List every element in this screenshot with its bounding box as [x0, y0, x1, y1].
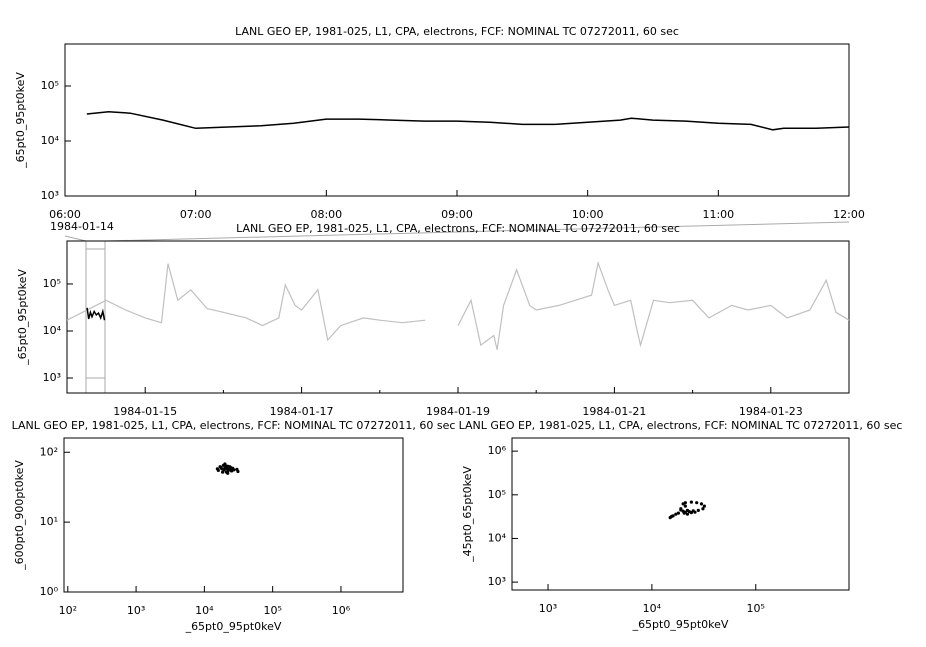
x-tick-label: 1984-01-17: [270, 405, 334, 418]
x-tick-label: 07:00: [180, 208, 212, 221]
y-tick-label: 10³: [488, 575, 506, 588]
x-tick-label: 1984-01-19: [426, 405, 490, 418]
scatter-point: [679, 507, 683, 511]
x-tick-label: 08:00: [310, 208, 342, 221]
x-tick-label: 1984-01-15: [113, 405, 177, 418]
y-tick-label: 10⁴: [488, 531, 507, 544]
x-tick-label: 10:00: [572, 208, 604, 221]
scatter-point: [701, 507, 705, 511]
x-tick-label: 11:00: [702, 208, 734, 221]
scatter-point: [226, 468, 231, 473]
x-tick-label: 10³: [539, 602, 557, 615]
x-tick-label: 10⁴: [643, 602, 662, 615]
scatter-point: [696, 508, 700, 512]
y-tick-label: 10⁵: [488, 488, 506, 501]
y-tick-label: 10⁶: [488, 444, 507, 457]
y-tick-label: 10³: [43, 371, 61, 384]
scatter-point: [702, 504, 706, 508]
y-axis-label: _600pt0_900pt0keV: [13, 460, 26, 571]
zoom-connector: [64, 235, 87, 242]
x-tick-label: 10²: [59, 604, 77, 617]
scatter-point: [682, 511, 686, 515]
scatter-point: [683, 504, 687, 508]
chart-title: LANL GEO EP, 1981-025, L1, CPA, electron…: [459, 419, 903, 432]
scatter-point: [695, 501, 699, 505]
y-tick-label: 10⁴: [41, 134, 60, 147]
data-line: [66, 260, 850, 350]
x-tick-label: 09:00: [441, 208, 473, 221]
scatter-point: [674, 512, 678, 516]
scatter-point: [683, 501, 687, 505]
x-tick-label: 1984-01-23: [739, 405, 803, 418]
scatter-point: [215, 467, 219, 471]
x-axis-label: _65pt0_95pt0keV: [185, 620, 282, 633]
scatter-point: [671, 514, 675, 518]
y-axis-label: _65pt0_95pt0keV: [16, 269, 29, 366]
y-axis-label: _45pt0_65pt0keV: [461, 466, 474, 563]
plot-frame: [511, 437, 850, 591]
scatter-point: [693, 510, 697, 514]
y-axis-label: _65pt0_95pt0keV: [14, 72, 27, 169]
x-tick-label: 10³: [127, 604, 145, 617]
x-tick-label: 12:00: [833, 208, 865, 221]
x-tick-label: 10⁴: [195, 604, 214, 617]
plot-frame: [63, 437, 404, 593]
x-tick-label: 1984-01-21: [582, 405, 646, 418]
plot-frame: [66, 240, 850, 394]
scatter-point: [689, 500, 693, 504]
zoom-connector: [104, 221, 850, 242]
scatter-point: [229, 467, 233, 471]
scatter-point: [221, 470, 225, 474]
x-tick-label: 06:00: [49, 208, 81, 221]
x-axis-label: _65pt0_95pt0keV: [632, 618, 729, 631]
scatter-point: [685, 512, 690, 516]
y-tick-label: 10⁵: [43, 277, 61, 290]
date-label: 1984-01-14: [50, 220, 114, 233]
chart-title: LANL GEO EP, 1981-025, L1, CPA, electron…: [12, 419, 456, 432]
y-tick-label: 10⁰: [40, 585, 59, 598]
chart-title: LANL GEO EP, 1981-025, L1, CPA, electron…: [236, 222, 680, 235]
scatter-point: [699, 502, 704, 506]
plot-frame: [64, 43, 850, 197]
scatter-point: [236, 469, 240, 474]
scatter-point: [226, 471, 230, 475]
data-line: [86, 111, 850, 131]
scatter-point: [676, 511, 681, 515]
chart-title: LANL GEO EP, 1981-025, L1, CPA, electron…: [235, 25, 679, 38]
scatter-point: [219, 466, 223, 470]
scatter-point: [223, 462, 227, 466]
y-tick-label: 10⁴: [43, 324, 62, 337]
scatter-point: [222, 468, 226, 472]
x-tick-label: 10⁵: [747, 602, 765, 615]
y-tick-label: 10³: [41, 189, 59, 202]
x-tick-label: 10⁶: [332, 604, 351, 617]
x-tick-label: 10⁵: [263, 604, 281, 617]
y-tick-label: 10²: [40, 445, 58, 458]
y-tick-label: 10¹: [40, 515, 58, 528]
y-tick-label: 10⁵: [41, 79, 59, 92]
scatter-point: [232, 468, 236, 472]
data-line: [86, 307, 106, 321]
